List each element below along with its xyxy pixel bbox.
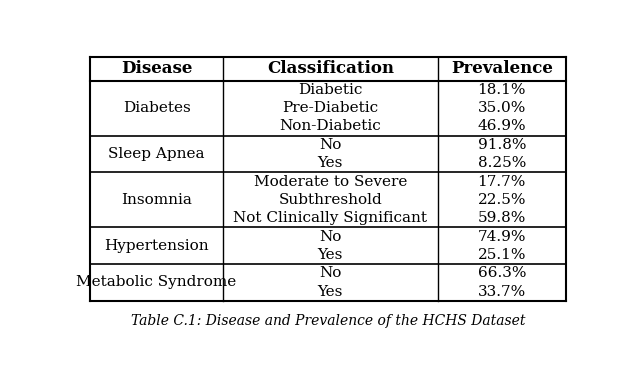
Text: 91.8%: 91.8% [477, 138, 526, 152]
Text: 35.0%: 35.0% [477, 101, 526, 115]
Text: 33.7%: 33.7% [477, 285, 526, 299]
Text: Disease: Disease [121, 60, 192, 77]
Text: Yes: Yes [317, 156, 343, 170]
Text: Not Clinically Significant: Not Clinically Significant [234, 211, 428, 225]
Text: Pre-Diabetic: Pre-Diabetic [282, 101, 378, 115]
Text: 46.9%: 46.9% [477, 120, 526, 133]
Text: Prevalence: Prevalence [451, 60, 553, 77]
Text: Metabolic Syndrome: Metabolic Syndrome [76, 275, 237, 290]
Text: 59.8%: 59.8% [477, 211, 526, 225]
Text: 17.7%: 17.7% [477, 175, 526, 188]
Text: Yes: Yes [317, 285, 343, 299]
Text: 66.3%: 66.3% [477, 266, 526, 280]
Text: 74.9%: 74.9% [477, 230, 526, 244]
Text: Classification: Classification [267, 60, 394, 77]
Text: No: No [319, 230, 342, 244]
Text: Subthreshold: Subthreshold [278, 193, 382, 207]
Text: Sleep Apnea: Sleep Apnea [108, 147, 205, 161]
Text: Insomnia: Insomnia [121, 193, 192, 207]
Text: 18.1%: 18.1% [477, 83, 526, 97]
Text: 25.1%: 25.1% [477, 248, 526, 262]
Text: No: No [319, 138, 342, 152]
Text: No: No [319, 266, 342, 280]
Text: Hypertension: Hypertension [104, 239, 209, 253]
Text: 22.5%: 22.5% [477, 193, 526, 207]
Text: Diabetic: Diabetic [298, 83, 363, 97]
Text: Yes: Yes [317, 248, 343, 262]
Text: Diabetes: Diabetes [123, 101, 191, 115]
Text: Moderate to Severe: Moderate to Severe [253, 175, 407, 188]
Text: Non-Diabetic: Non-Diabetic [280, 120, 381, 133]
Text: Table C.1: Disease and Prevalence of the HCHS Dataset: Table C.1: Disease and Prevalence of the… [131, 314, 525, 328]
Text: 8.25%: 8.25% [477, 156, 526, 170]
